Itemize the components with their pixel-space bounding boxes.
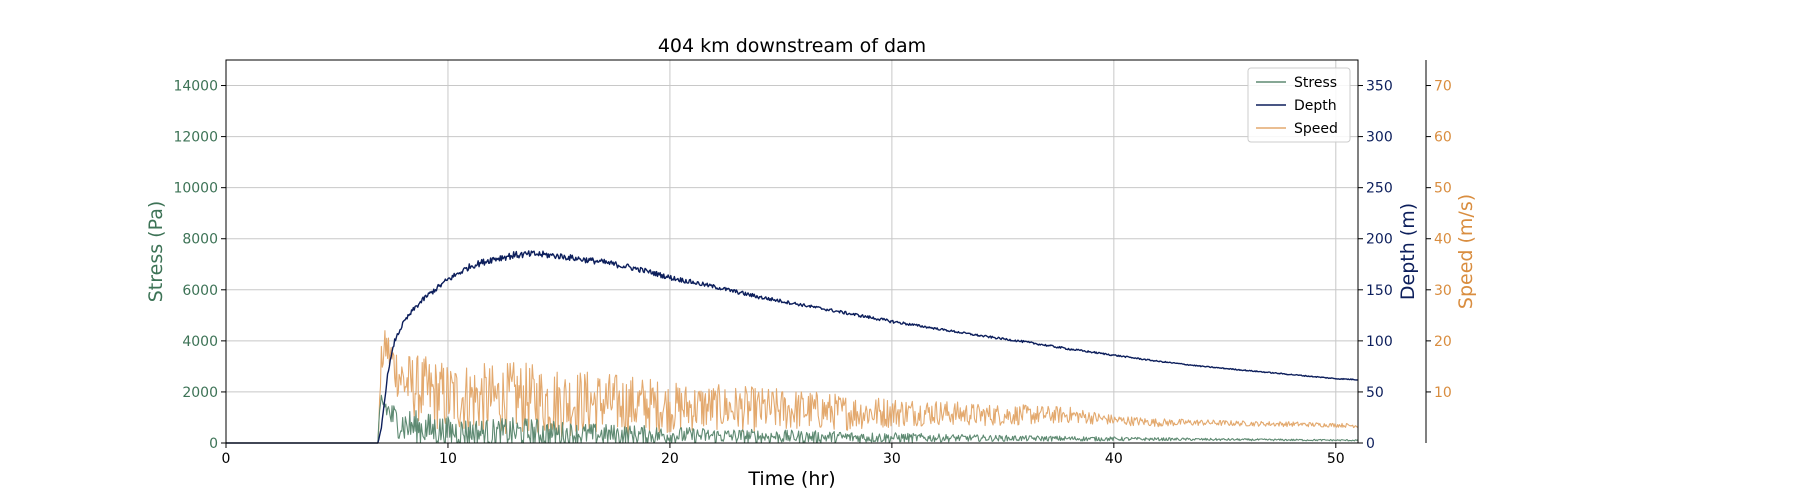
x-tick-label: 10 [439,451,457,467]
depth-axis-label: Depth (m) [1397,203,1419,300]
legend: Stress Depth Speed [1247,67,1351,143]
legend-entry-stress: Stress [1294,75,1337,91]
speed-tick-label: 70 [1434,79,1452,95]
stress-tick-label: 6000 [182,283,218,299]
depth-tick-label: 100 [1366,334,1393,350]
x-axis: 0 10 20 30 40 50 [222,443,1345,467]
speed-axis-label: Speed (m/s) [1455,194,1477,309]
stress-axis: 0 2000 4000 6000 8000 10000 12000 14000 [173,79,226,452]
plot-frame [225,59,1359,444]
series-line-depth [226,250,1359,444]
speed-tick-label: 40 [1434,232,1452,248]
stress-tick-label: 12000 [173,130,218,146]
legend-entry-depth: Depth [1294,98,1337,114]
speed-tick-label: 60 [1434,130,1452,146]
speed-tick-label: 10 [1434,385,1452,401]
speed-tick-label: 20 [1434,334,1452,350]
stress-axis-label: Stress (Pa) [145,201,167,303]
series-line-speed [226,330,1359,444]
legend-box [1247,67,1351,143]
depth-tick-label: 200 [1366,232,1393,248]
chart-title: 404 km downstream of dam [658,35,926,57]
stress-tick-label: 4000 [182,334,218,350]
stress-tick-label: 8000 [182,232,218,248]
depth-tick-label: 50 [1366,385,1384,401]
speed-axis: 10 20 30 40 50 60 70 [1425,60,1452,443]
depth-tick-label: 0 [1366,436,1375,452]
stress-tick-label: 10000 [173,181,218,197]
x-tick-label: 0 [222,451,231,467]
plot-series [226,250,1359,444]
stress-tick-label: 2000 [182,385,218,401]
stress-tick-label: 14000 [173,79,218,95]
series-line-stress [226,394,1359,444]
depth-tick-label: 150 [1366,283,1393,299]
depth-tick-label: 350 [1366,79,1393,95]
depth-tick-label: 300 [1366,130,1393,146]
x-axis-label: Time (hr) [747,468,835,490]
x-tick-label: 30 [883,451,901,467]
speed-tick-label: 50 [1434,181,1452,197]
x-tick-label: 40 [1105,451,1123,467]
x-tick-label: 50 [1327,451,1345,467]
speed-tick-label: 30 [1434,283,1452,299]
depth-axis: 0 50 100 150 200 250 300 350 [1358,79,1393,452]
legend-entry-speed: Speed [1294,121,1338,137]
stress-tick-label: 0 [209,436,218,452]
depth-tick-label: 250 [1366,181,1393,197]
x-tick-label: 20 [661,451,679,467]
